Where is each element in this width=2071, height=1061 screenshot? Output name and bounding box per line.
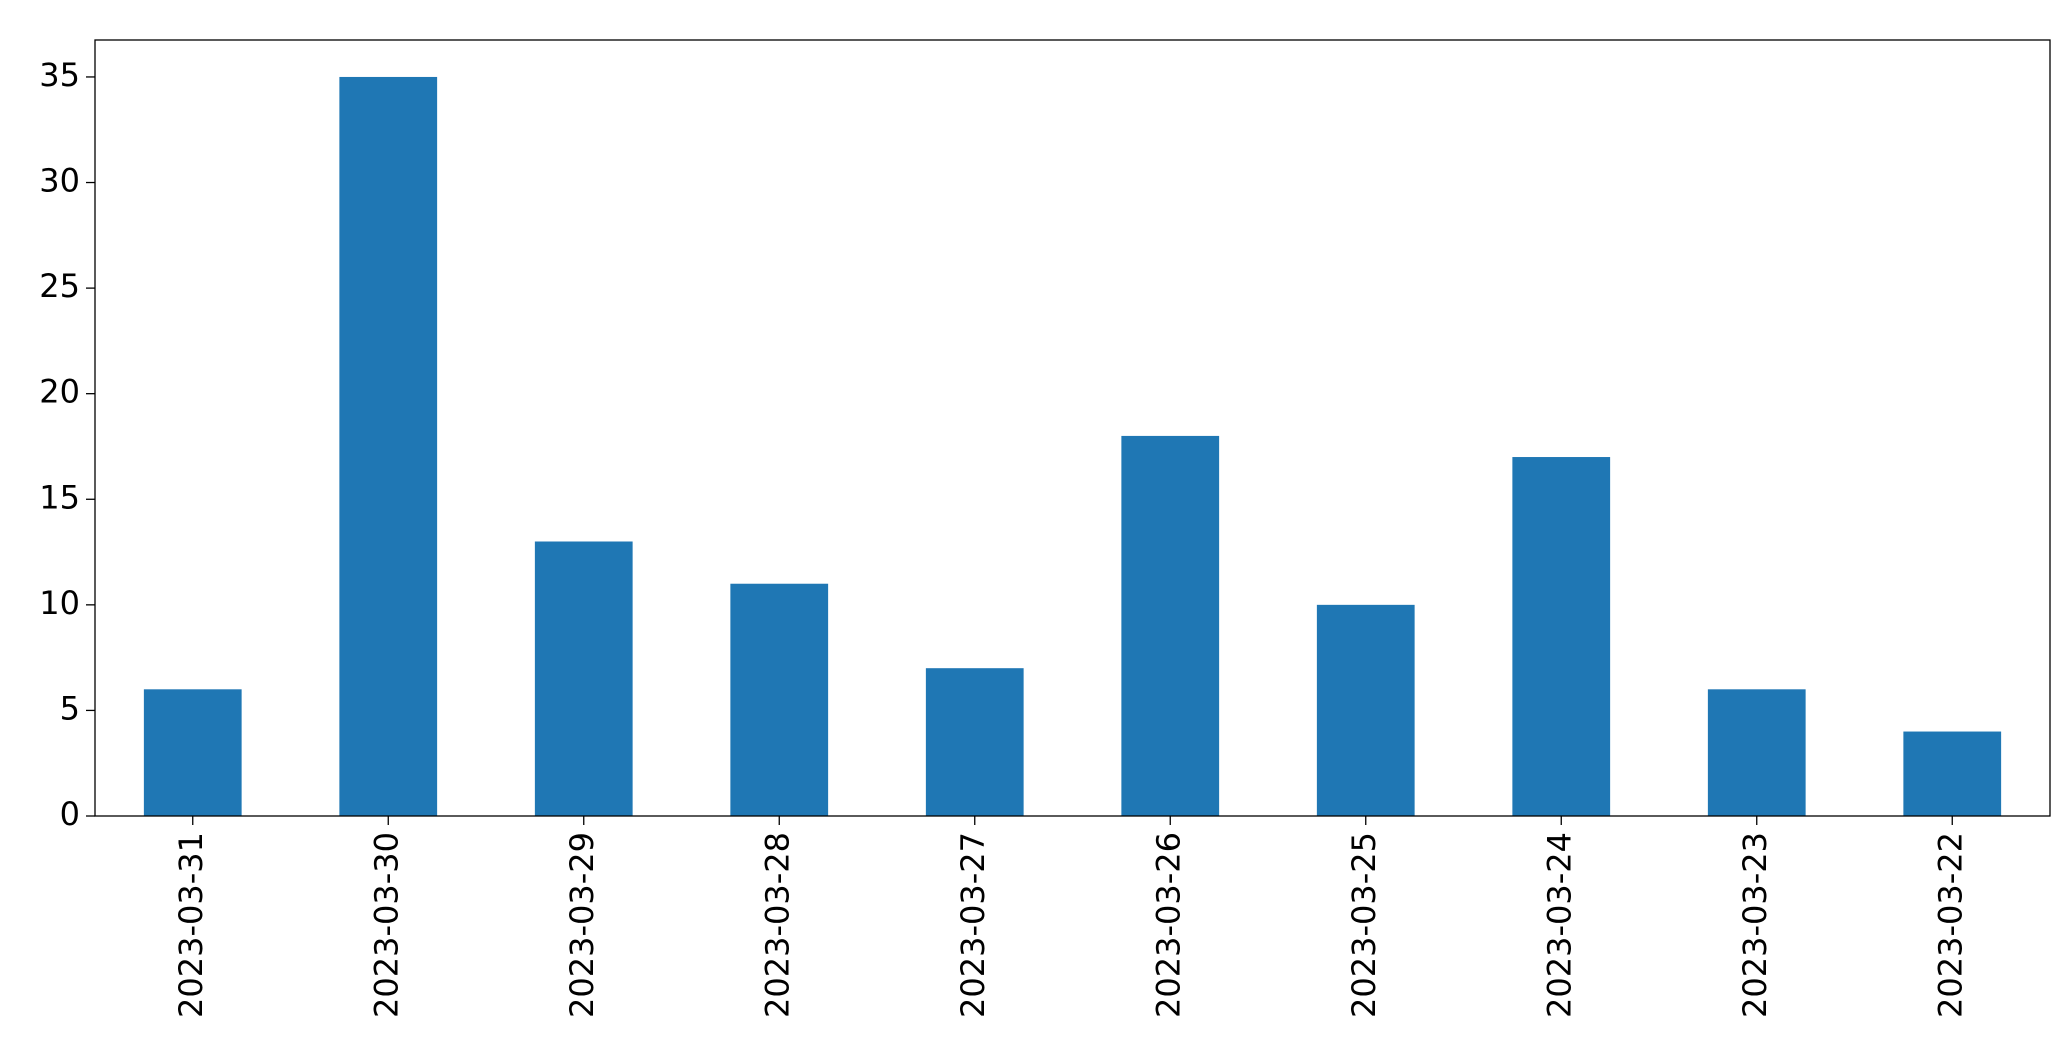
x-tick-label: 2023-03-26 — [1149, 832, 1187, 1018]
bar — [143, 689, 242, 816]
x-tick-label: 2023-03-30 — [367, 832, 405, 1018]
plot-frame — [94, 39, 2051, 817]
y-tick-label: 20 — [39, 373, 80, 411]
y-tick-label: 0 — [60, 795, 80, 833]
bar — [534, 541, 633, 816]
x-tick-label: 2023-03-24 — [1540, 832, 1578, 1018]
x-tick-label: 2023-03-22 — [1931, 832, 1969, 1018]
x-tick-label: 2023-03-27 — [954, 832, 992, 1018]
y-tick-label: 30 — [39, 162, 80, 200]
bar — [1512, 457, 1611, 816]
x-tick-label: 2023-03-25 — [1345, 832, 1383, 1018]
bar — [1707, 689, 1806, 816]
y-tick-label: 10 — [39, 584, 80, 622]
y-tick-label: 15 — [39, 478, 80, 516]
bar — [339, 76, 438, 816]
y-tick-label: 5 — [60, 689, 80, 727]
bar — [1903, 731, 2002, 816]
bar — [730, 583, 829, 816]
x-tick-label: 2023-03-23 — [1736, 832, 1774, 1018]
y-tick-label: 25 — [39, 267, 80, 305]
bar — [1121, 435, 1220, 816]
x-tick-label: 2023-03-29 — [563, 832, 601, 1018]
x-tick-label: 2023-03-31 — [172, 832, 210, 1018]
bar — [1316, 604, 1415, 816]
y-tick-label: 35 — [39, 56, 80, 94]
x-tick-label: 2023-03-28 — [758, 832, 796, 1018]
bar — [925, 668, 1024, 816]
